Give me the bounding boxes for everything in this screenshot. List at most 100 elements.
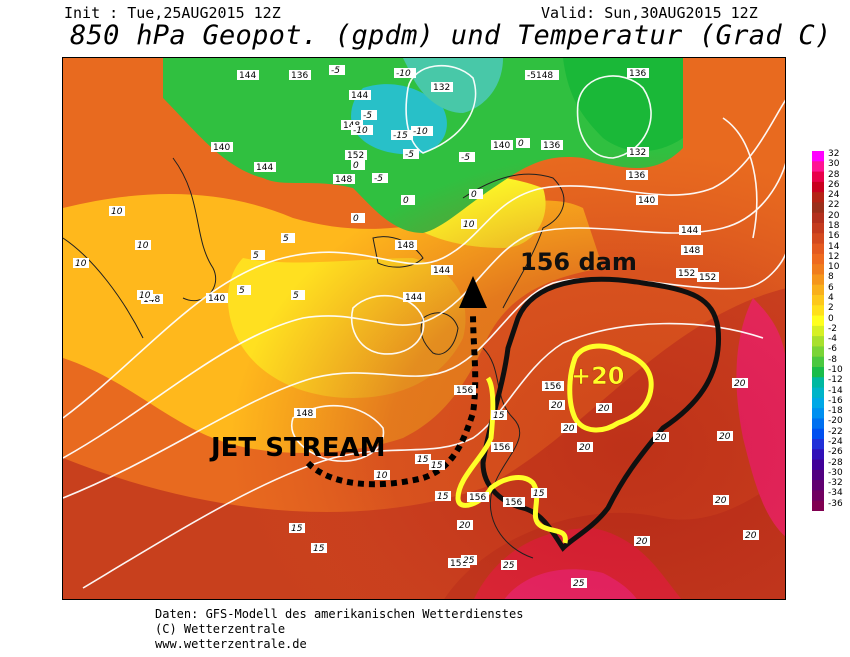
- colorbar-swatch: [812, 418, 824, 430]
- colorbar-tick-label: 18: [828, 221, 840, 231]
- temperature-label-bg: [457, 520, 473, 530]
- geopotential-label-bg: [542, 381, 564, 391]
- temperature-label-bg: [577, 442, 593, 452]
- temperature-label-bg: [394, 68, 416, 78]
- geopotential-label-bg: [237, 70, 259, 80]
- colorbar-tick-label: 26: [828, 179, 840, 190]
- temperature-label-bg: [561, 423, 577, 433]
- temperature-label: 20: [598, 404, 610, 414]
- low-contour: [405, 64, 477, 154]
- geopotential-label-bg: [525, 70, 559, 80]
- temperature-label-bg: [732, 378, 748, 388]
- iceland-coast: [372, 236, 424, 268]
- dam-label: 156 dam: [520, 248, 637, 276]
- colorbar-swatch: [812, 325, 824, 337]
- colorbar-tick-label: 24: [828, 190, 840, 201]
- temperature-label: 10: [139, 291, 151, 301]
- init-time: Init : Tue,25AUG2015 12Z: [64, 4, 281, 22]
- geopotential-label: 156: [456, 386, 473, 396]
- colorbar-tick-label: -30: [828, 467, 843, 478]
- temperature-label: 25: [463, 556, 475, 566]
- colorbar-swatch: [812, 315, 824, 327]
- geopotential-label-bg: [491, 442, 513, 452]
- geopotential-label-bg: [627, 68, 649, 78]
- geopotential-label: 148: [335, 175, 352, 185]
- geopotential-label-bg: [676, 268, 698, 278]
- geopotential-label: 156: [469, 493, 486, 503]
- high-contour: [351, 294, 425, 355]
- temperature-label: 20: [715, 496, 727, 506]
- temperature-label: 10: [111, 207, 123, 217]
- temperature-label-bg: [391, 130, 413, 140]
- temperature-label: 20: [563, 424, 575, 434]
- colorbar-swatch: [812, 428, 824, 440]
- colorbar-tick-label: -8: [828, 354, 837, 365]
- temperature-label: 0: [518, 139, 524, 149]
- colorbar-swatch: [812, 500, 824, 511]
- geopotential-label-bg: [697, 272, 719, 282]
- geopotential-label: 136: [628, 171, 645, 181]
- geopotential-label-bg: [333, 174, 355, 184]
- colorbar-swatch: [812, 264, 824, 275]
- temperature-label-bg: [109, 206, 125, 216]
- colorbar-swatch: [812, 295, 824, 306]
- geopotential-label: 144: [239, 71, 256, 81]
- colorbar-tick-label: 0: [828, 313, 834, 324]
- scandinavia-coast: [462, 173, 565, 309]
- temperature-label-bg: [135, 240, 151, 250]
- geopotential-label-bg: [431, 82, 453, 92]
- temperature-label: -10: [353, 126, 368, 136]
- colorbar-swatch: [812, 490, 824, 502]
- temperature-label: 10: [463, 220, 475, 230]
- colorbar-tick-label: 28: [828, 169, 840, 180]
- geopotential-label-bg: [627, 147, 649, 157]
- colorbar-tick-label: 2: [828, 303, 834, 314]
- temperature-label: 0: [471, 190, 477, 200]
- geopotential-label: 144: [681, 226, 698, 236]
- temperature-label-bg: [516, 138, 530, 148]
- geopotential-label-bg: [467, 492, 489, 502]
- temperature-label-bg: [351, 213, 365, 223]
- contour-line: [722, 117, 758, 239]
- colorbar-swatch: [812, 274, 824, 286]
- colorbar-swatch: [812, 223, 824, 234]
- coastlines: [63, 157, 565, 559]
- colorbar-tick-label: 12: [828, 251, 840, 262]
- colorbar-swatch: [812, 253, 824, 265]
- british-isles-coast: [420, 312, 459, 355]
- colorbar-tick-label: -26: [828, 447, 843, 458]
- colorbar-swatch: [812, 356, 824, 368]
- colorbar-tick-label: 32: [828, 149, 840, 159]
- credits: Daten: GFS-Modell des amerikanischen Wet…: [155, 607, 523, 652]
- weather-map: JET STREAM 156 dam +20 144 136 132 -5148 136…: [62, 57, 786, 600]
- geopotential-label-bg: [206, 293, 228, 303]
- geopotential-label-bg: [679, 225, 701, 235]
- colorbar-tick-label: -2: [828, 323, 837, 334]
- map-title: 850 hPa Geopot. (gpdm) und Temperatur (G…: [70, 20, 832, 51]
- heat-dome-shading: [63, 58, 785, 599]
- temperature-label-bg: [531, 488, 547, 498]
- temperature-label-bg: [351, 160, 365, 170]
- colorbar-swatch: [812, 346, 824, 358]
- high-contour: [291, 404, 385, 462]
- colorbar-swatch: [812, 449, 824, 461]
- colorbar-tick-label: 30: [828, 159, 840, 170]
- geopotential-label-bg: [681, 245, 703, 255]
- temperature-label-bg: [251, 250, 265, 260]
- temperature-label: 15: [493, 411, 505, 421]
- colorbar-tick-label: 20: [828, 210, 840, 221]
- geopotential-label-bg: [503, 497, 525, 507]
- inner-plus20-contour: [567, 343, 654, 433]
- contour-line: [63, 99, 785, 419]
- colorbar-tick-label: 14: [828, 241, 840, 252]
- temperature-label: 20: [551, 401, 563, 411]
- geopotential-label-bg: [211, 142, 233, 152]
- geopotential-label-bg: [289, 70, 311, 80]
- colorbar-tick-label: -6: [828, 344, 837, 355]
- temperature-labels: -5 -10 -5 -10 -15 -10 -5 -5 0 0 0 5 5 5 5 10 10 10 10 10 10 1…: [73, 65, 759, 589]
- jet-stream-label: JET STREAM: [209, 433, 385, 463]
- temperature-label: 20: [459, 521, 471, 531]
- temperature-label: 25: [573, 579, 585, 589]
- jet-stream-arrowhead: [459, 276, 487, 308]
- temperature-label-bg: [374, 470, 390, 480]
